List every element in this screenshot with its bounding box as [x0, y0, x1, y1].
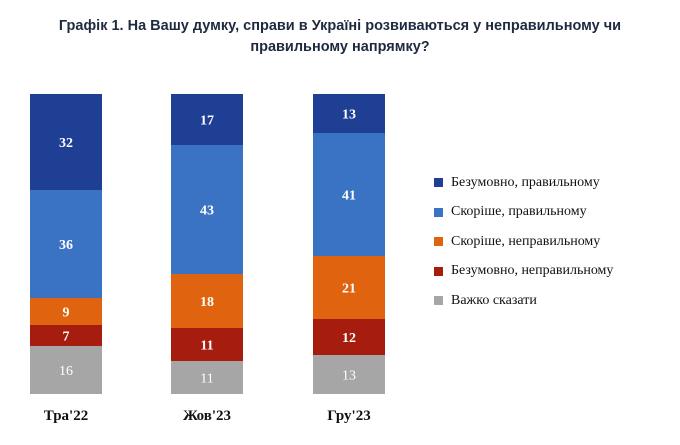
chart-legend: Безумовно, правильному Скоріше, правильно…	[434, 168, 613, 316]
data-label-0-2: 9	[63, 306, 70, 321]
bar-segment-1-2	[171, 274, 243, 328]
legend-item-0: Безумовно, правильному	[434, 168, 613, 198]
bar-segment-1-1	[171, 145, 243, 274]
legend-swatch-3	[434, 266, 443, 276]
bar-segment-1-3	[171, 328, 243, 361]
data-label-1-3: 11	[200, 339, 213, 354]
data-label-2-4: 13	[342, 369, 356, 384]
data-label-0-0: 32	[59, 136, 73, 151]
data-label-2-1: 41	[342, 189, 356, 204]
data-label-2-2: 21	[342, 282, 356, 297]
data-label-2-0: 13	[342, 108, 356, 123]
legend-label-3: Безумовно, неправильному	[451, 263, 614, 279]
data-label-1-0: 17	[200, 114, 214, 129]
data-label-2-3: 12	[342, 331, 356, 346]
bar-segment-2-4	[313, 355, 385, 394]
data-label-1-1: 43	[200, 204, 214, 219]
legend-label-4: Важко сказати	[451, 292, 537, 308]
data-label-1-4: 11	[200, 372, 213, 387]
legend-item-3: Безумовно, неправильному	[434, 257, 613, 287]
legend-swatch-0	[434, 178, 443, 188]
bar-segment-1-0	[171, 94, 243, 145]
legend-label-0: Безумовно, правильному	[451, 174, 600, 190]
bar-segment-0-1	[30, 190, 102, 298]
legend-item-2: Скоріше, неправильному	[434, 227, 613, 257]
bar-segment-0-3	[30, 325, 102, 346]
bar-segment-0-0	[30, 94, 102, 190]
bar-segment-2-2	[313, 256, 385, 319]
data-label-0-3: 7	[63, 330, 70, 345]
chart-title: Графік 1. На Вашу думку, справи в Україн…	[58, 18, 622, 55]
bar-segment-2-1	[313, 133, 385, 256]
legend-label-2: Скоріше, неправильному	[451, 233, 601, 249]
bar-segment-2-3	[313, 319, 385, 355]
legend-label-1: Скоріше, правильному	[451, 204, 587, 220]
category-label-2: Гру'23	[327, 408, 370, 424]
category-label-1: Жов'23	[183, 408, 231, 424]
legend-swatch-1	[434, 207, 443, 217]
legend-swatch-2	[434, 237, 443, 247]
data-label-1-2: 18	[200, 295, 214, 310]
category-label-0: Тра'22	[44, 408, 88, 424]
bar-segment-0-2	[30, 298, 102, 325]
bar-segment-2-0	[313, 94, 385, 133]
bar-segment-0-4	[30, 346, 102, 394]
data-label-0-1: 36	[59, 238, 73, 253]
legend-swatch-4	[434, 296, 443, 306]
legend-item-4: Важко сказати	[434, 286, 613, 316]
legend-item-1: Скоріше, правильному	[434, 198, 613, 228]
data-label-0-4: 16	[59, 364, 73, 379]
bar-segment-1-4	[171, 361, 243, 394]
